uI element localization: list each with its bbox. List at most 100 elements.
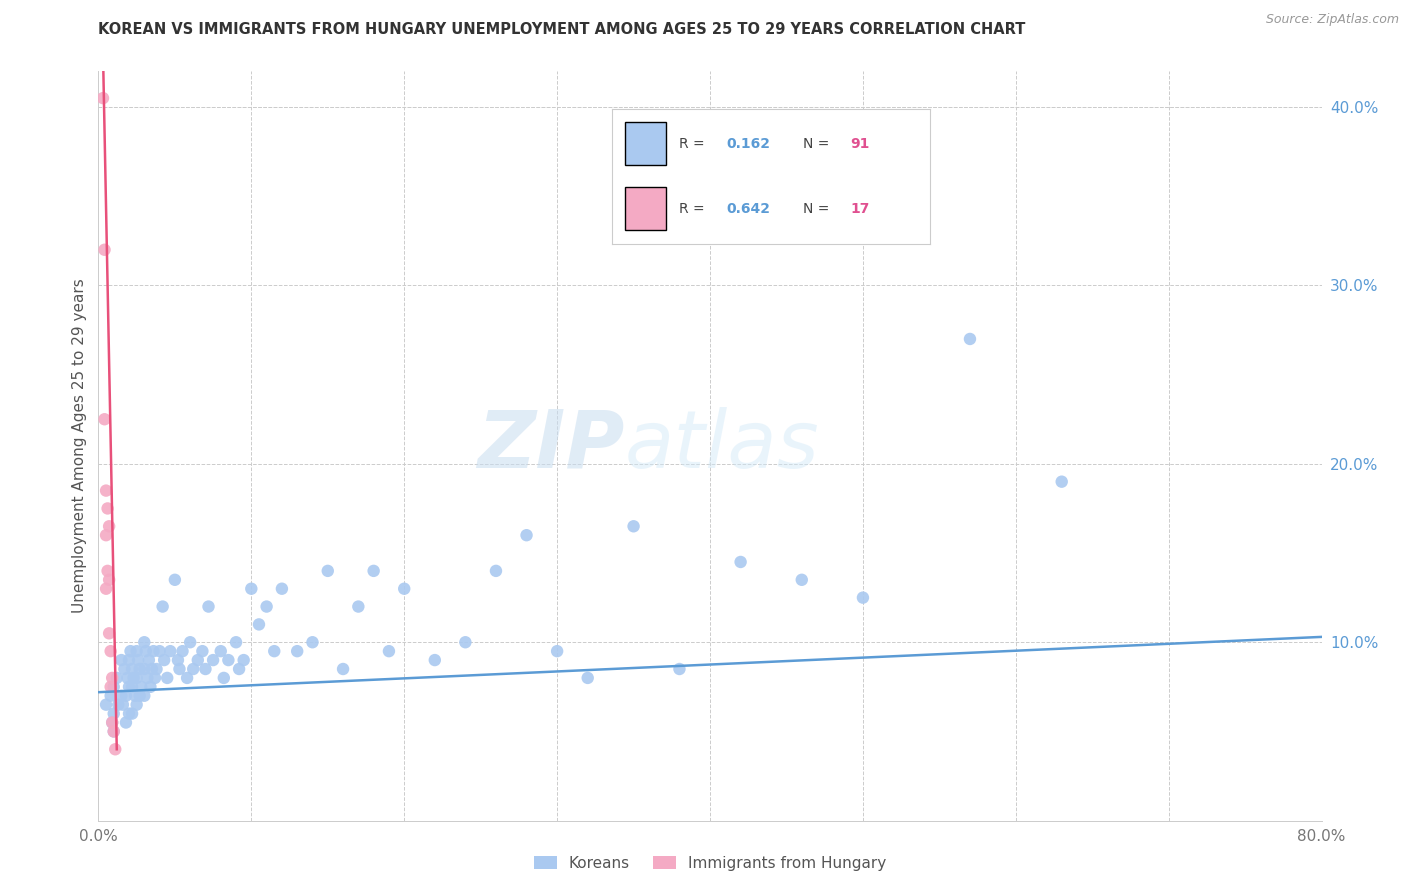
Point xyxy=(100,689,122,703)
Point xyxy=(100,644,122,658)
Point xyxy=(225,635,247,649)
Point xyxy=(240,582,263,596)
Point xyxy=(263,644,285,658)
Point xyxy=(423,653,446,667)
Point xyxy=(107,698,129,712)
Point xyxy=(316,564,339,578)
Point xyxy=(118,680,141,694)
Point xyxy=(167,653,190,667)
Point xyxy=(959,332,981,346)
Point xyxy=(197,599,219,614)
Point xyxy=(134,689,156,703)
Point xyxy=(98,573,121,587)
Point xyxy=(91,91,114,105)
Point xyxy=(111,698,134,712)
Point xyxy=(145,662,167,676)
Point xyxy=(176,671,198,685)
Point xyxy=(163,573,186,587)
Text: atlas: atlas xyxy=(624,407,820,485)
Point xyxy=(454,635,477,649)
Point xyxy=(202,653,225,667)
Point xyxy=(212,671,235,685)
Point xyxy=(181,662,204,676)
Point xyxy=(115,715,138,730)
Point xyxy=(392,582,416,596)
Point xyxy=(141,662,163,676)
Legend: Koreans, Immigrants from Hungary: Koreans, Immigrants from Hungary xyxy=(527,849,893,877)
Point xyxy=(93,243,115,257)
Point xyxy=(730,555,752,569)
Point xyxy=(127,653,149,667)
Point xyxy=(118,706,141,721)
Y-axis label: Unemployment Among Ages 25 to 29 years: Unemployment Among Ages 25 to 29 years xyxy=(72,278,87,614)
Point xyxy=(139,680,162,694)
Point xyxy=(121,706,143,721)
Point xyxy=(232,653,254,667)
Point xyxy=(209,644,232,658)
Point xyxy=(125,671,148,685)
Point xyxy=(668,662,690,676)
Point xyxy=(94,483,117,498)
Point xyxy=(97,501,120,516)
Point xyxy=(852,591,875,605)
Point xyxy=(93,412,115,426)
Point xyxy=(129,680,152,694)
Point xyxy=(121,680,143,694)
Point xyxy=(217,653,239,667)
Point xyxy=(172,644,194,658)
Point xyxy=(122,671,145,685)
Point xyxy=(125,644,148,658)
Point xyxy=(256,599,278,614)
Point xyxy=(301,635,323,649)
Point xyxy=(363,564,385,578)
Point xyxy=(485,564,508,578)
Point xyxy=(120,644,142,658)
Point xyxy=(179,635,201,649)
Point xyxy=(347,599,370,614)
Point xyxy=(128,689,150,703)
Point xyxy=(103,724,125,739)
Point xyxy=(134,662,156,676)
Point xyxy=(98,519,121,533)
Point xyxy=(194,662,217,676)
Point xyxy=(94,582,117,596)
Point xyxy=(149,644,172,658)
Point xyxy=(103,724,125,739)
Point xyxy=(134,635,156,649)
Point xyxy=(110,689,132,703)
Point xyxy=(187,653,209,667)
Point xyxy=(156,671,179,685)
Point xyxy=(332,662,354,676)
Point xyxy=(98,626,121,640)
Point xyxy=(159,644,181,658)
Point xyxy=(378,644,401,658)
Point xyxy=(136,671,159,685)
Point xyxy=(516,528,538,542)
Point xyxy=(121,662,143,676)
Point xyxy=(138,653,160,667)
Point xyxy=(101,715,124,730)
Point xyxy=(790,573,813,587)
Point xyxy=(101,671,124,685)
Point xyxy=(128,662,150,676)
Point xyxy=(152,599,174,614)
Point xyxy=(124,689,146,703)
Point xyxy=(169,662,191,676)
Point xyxy=(105,671,128,685)
Point xyxy=(623,519,645,533)
Point xyxy=(135,644,157,658)
Point xyxy=(110,653,132,667)
Point xyxy=(115,689,138,703)
Point xyxy=(228,662,250,676)
Point xyxy=(103,706,125,721)
Point xyxy=(104,742,127,756)
Point xyxy=(546,644,568,658)
Point xyxy=(101,715,124,730)
Point xyxy=(112,662,135,676)
Point xyxy=(1050,475,1073,489)
Point xyxy=(191,644,214,658)
Point xyxy=(247,617,270,632)
Point xyxy=(100,680,122,694)
Point xyxy=(143,671,166,685)
Point xyxy=(125,698,148,712)
